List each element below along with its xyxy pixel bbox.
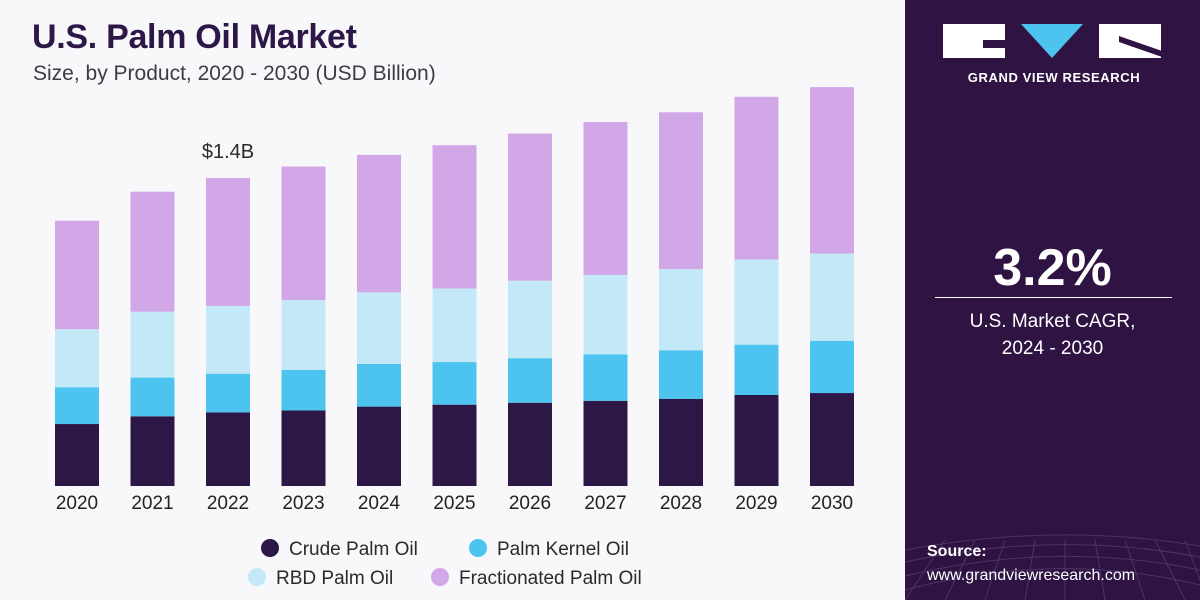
legend-label: Crude Palm Oil xyxy=(289,539,418,560)
legend-label: Palm Kernel Oil xyxy=(497,539,629,560)
legend-label: Fractionated Palm Oil xyxy=(459,568,642,589)
bar-rbd-palm-oil-2025 xyxy=(432,288,477,363)
bar-crude-palm-oil-2022 xyxy=(206,412,250,486)
bar-fractionated-palm-oil-2022 xyxy=(206,178,250,306)
bar-fractionated-palm-oil-2020 xyxy=(55,220,99,330)
bar-crude-palm-oil-2029 xyxy=(734,394,779,486)
bar-rbd-palm-oil-2028 xyxy=(659,269,703,351)
chart-title: U.S. Palm Oil Market xyxy=(32,18,357,56)
bar-palm-kernel-oil-2022 xyxy=(206,373,250,413)
bar-palm-kernel-oil-2024 xyxy=(357,364,401,407)
bar-crude-palm-oil-2026 xyxy=(508,402,552,486)
bar-fractionated-palm-oil-2029 xyxy=(734,96,779,260)
bar-palm-kernel-oil-2025 xyxy=(432,362,477,405)
bar-rbd-palm-oil-2020 xyxy=(55,329,99,388)
bar-crude-palm-oil-2021 xyxy=(130,416,175,486)
sidebar-panel: GRAND VIEW RESEARCH 3.2% U.S. Market CAG… xyxy=(905,0,1200,600)
x-tick-label: 2029 xyxy=(735,493,777,514)
bar-fractionated-palm-oil-2023 xyxy=(281,166,326,301)
legend-swatch xyxy=(261,539,279,557)
bar-fractionated-palm-oil-2030 xyxy=(810,87,854,254)
bar-crude-palm-oil-2025 xyxy=(432,404,477,486)
cagr-value: 3.2% xyxy=(993,239,1112,297)
stacked-bar-chart: 2020 2021 2022 2023 2024 2025 2026 2027 2028 2029… xyxy=(55,87,854,589)
legend-swatch xyxy=(431,568,449,586)
bar-crude-palm-oil-2024 xyxy=(357,406,401,486)
bar-palm-kernel-oil-2021 xyxy=(130,377,175,417)
x-tick-label: 2024 xyxy=(358,493,401,514)
source-link[interactable]: www.grandviewresearch.com xyxy=(927,567,1136,584)
data-label: $1.4B xyxy=(202,141,254,163)
bar-rbd-palm-oil-2027 xyxy=(583,274,628,355)
bar-rbd-palm-oil-2021 xyxy=(130,311,175,378)
bar-crude-palm-oil-2023 xyxy=(281,410,326,486)
bar-fractionated-palm-oil-2025 xyxy=(432,145,477,289)
chart-panel: U.S. Palm Oil Market Size, by Product, 2… xyxy=(32,18,854,589)
cagr-label-line1: U.S. Market CAGR, xyxy=(969,311,1136,332)
bar-palm-kernel-oil-2027 xyxy=(583,354,628,401)
x-tick-label: 2030 xyxy=(811,493,853,514)
bar-crude-palm-oil-2020 xyxy=(55,424,99,486)
bar-crude-palm-oil-2027 xyxy=(583,400,628,486)
cagr-label: U.S. Market CAGR, 2024 - 2030 xyxy=(905,308,1200,362)
bar-palm-kernel-oil-2026 xyxy=(508,358,552,403)
cagr-label-line2: 2024 - 2030 xyxy=(1001,338,1104,359)
x-tick-label: 2028 xyxy=(660,493,702,514)
bar-rbd-palm-oil-2026 xyxy=(508,280,552,359)
source-label: Source: xyxy=(927,543,987,560)
x-tick-label: 2026 xyxy=(509,493,551,514)
grid-decoration xyxy=(905,534,1200,600)
chart-subtitle: Size, by Product, 2020 - 2030 (USD Billi… xyxy=(33,62,436,85)
cagr-divider xyxy=(935,297,1172,298)
bar-rbd-palm-oil-2022 xyxy=(206,305,250,374)
x-tick-label: 2020 xyxy=(56,493,98,514)
bar-rbd-palm-oil-2023 xyxy=(281,300,326,370)
bar-rbd-palm-oil-2030 xyxy=(810,253,854,341)
grand-view-research-logo xyxy=(943,24,1165,58)
legend-label: RBD Palm Oil xyxy=(276,568,393,589)
legend-swatch xyxy=(469,539,487,557)
bar-palm-kernel-oil-2020 xyxy=(55,387,99,425)
bar-palm-kernel-oil-2029 xyxy=(734,344,779,395)
bar-fractionated-palm-oil-2021 xyxy=(130,191,175,312)
legend-swatch xyxy=(248,568,266,586)
bar-rbd-palm-oil-2024 xyxy=(357,292,401,365)
x-tick-label: 2025 xyxy=(433,493,475,514)
bar-crude-palm-oil-2030 xyxy=(810,393,854,486)
x-tick-label: 2022 xyxy=(207,493,249,514)
bar-palm-kernel-oil-2023 xyxy=(281,369,326,411)
x-tick-label: 2027 xyxy=(584,493,626,514)
bar-rbd-palm-oil-2029 xyxy=(734,259,779,345)
bar-fractionated-palm-oil-2027 xyxy=(583,121,628,275)
x-tick-label: 2023 xyxy=(282,493,324,514)
bar-crude-palm-oil-2028 xyxy=(659,398,703,486)
bar-fractionated-palm-oil-2028 xyxy=(659,112,703,270)
bar-fractionated-palm-oil-2026 xyxy=(508,133,552,281)
x-tick-label: 2021 xyxy=(131,493,173,514)
bar-palm-kernel-oil-2030 xyxy=(810,340,854,394)
bar-fractionated-palm-oil-2024 xyxy=(357,154,401,293)
brand-name: GRAND VIEW RESEARCH xyxy=(967,70,1141,85)
bar-palm-kernel-oil-2028 xyxy=(659,350,703,399)
